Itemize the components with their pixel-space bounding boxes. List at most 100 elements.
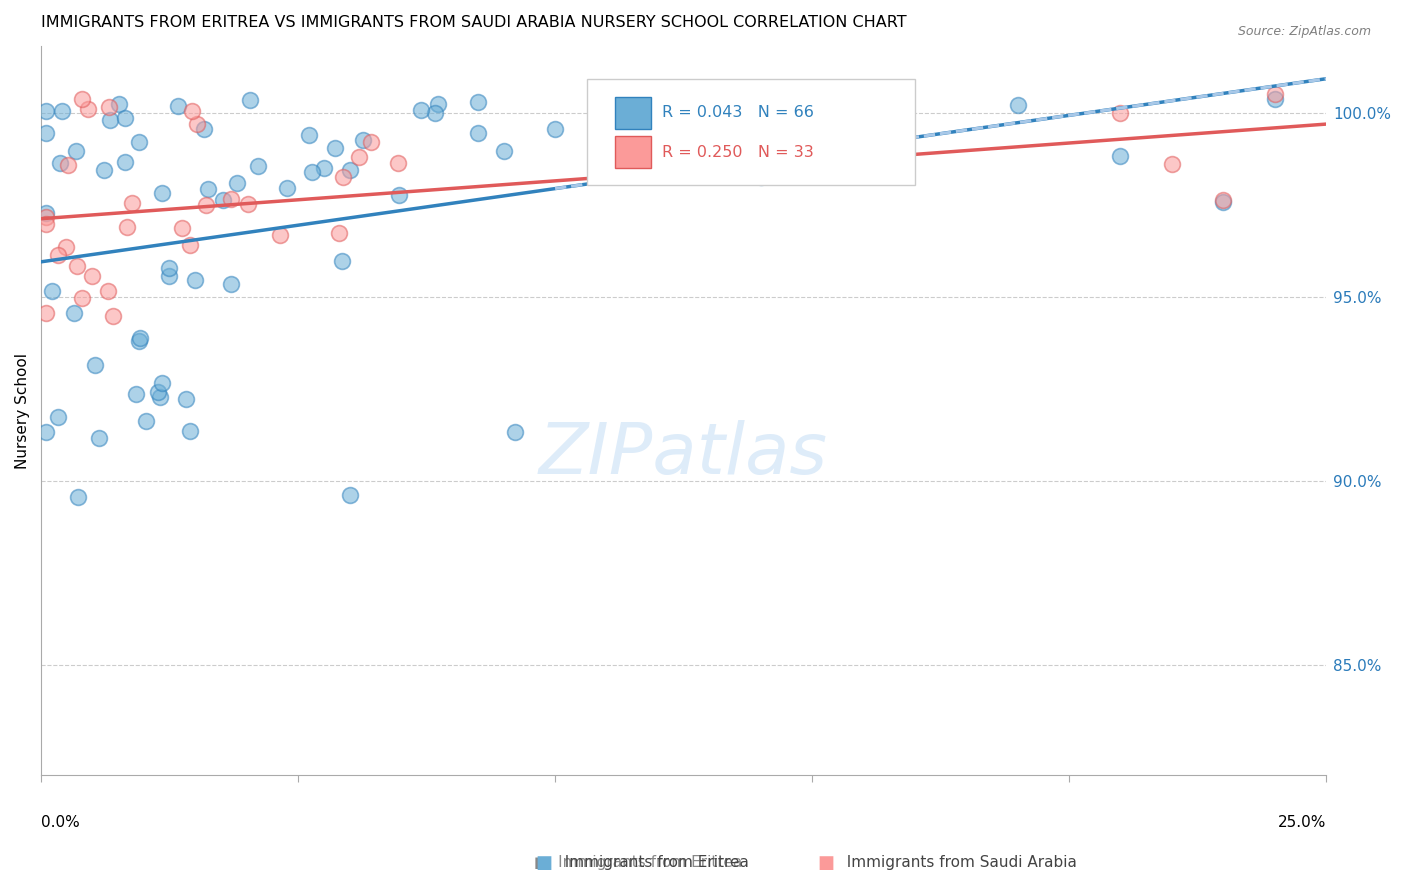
Point [298, 128, 321, 143]
Point [35, 306, 58, 320]
Point [1160, 157, 1182, 171]
Point [35, 126, 58, 140]
Point [339, 162, 361, 177]
Point [211, 193, 233, 207]
Point [301, 165, 323, 179]
Y-axis label: Nursery School: Nursery School [15, 353, 30, 469]
Point [55, 240, 77, 254]
Point [107, 97, 129, 112]
Point [360, 135, 382, 149]
Point [323, 141, 346, 155]
Point [1109, 105, 1132, 120]
Point [183, 273, 205, 287]
Point [157, 261, 180, 276]
Text: 25.0%: 25.0% [1278, 815, 1326, 830]
Point [179, 238, 201, 252]
Point [236, 197, 259, 211]
Text: Source: ZipAtlas.com: Source: ZipAtlas.com [1237, 25, 1371, 38]
Point [97, 100, 120, 114]
Point [467, 95, 489, 110]
Text: IMMIGRANTS FROM ERITREA VS IMMIGRANTS FROM SAUDI ARABIA NURSERY SCHOOL CORRELATI: IMMIGRANTS FROM ERITREA VS IMMIGRANTS FR… [41, 15, 907, 30]
Point [1264, 92, 1286, 106]
Point [427, 97, 450, 112]
Point [93, 163, 115, 178]
Point [150, 186, 173, 200]
Point [503, 425, 526, 439]
Point [121, 195, 143, 210]
Point [1109, 149, 1132, 163]
Point [66, 490, 89, 504]
Point [1212, 195, 1234, 210]
Point [425, 106, 447, 120]
Point [72, 292, 94, 306]
Point [544, 122, 567, 136]
Point [1212, 193, 1234, 207]
Text: R = 0.250   N = 33: R = 0.250 N = 33 [662, 145, 814, 160]
Point [246, 159, 269, 173]
Text: Immigrants from Saudi Arabia: Immigrants from Saudi Arabia [837, 855, 1077, 870]
Point [66, 259, 89, 273]
Point [80, 269, 103, 284]
Point [149, 390, 172, 404]
Text: ZIPatlas: ZIPatlas [538, 420, 828, 489]
Bar [616, 136, 651, 168]
Point [174, 392, 197, 406]
Point [170, 220, 193, 235]
Bar [616, 96, 651, 128]
Text: 0.0%: 0.0% [41, 815, 80, 830]
Text: ■: ■ [817, 854, 834, 871]
Point [128, 135, 150, 149]
Point [35, 217, 58, 231]
Text: ■: ■ [536, 854, 553, 871]
Point [128, 334, 150, 349]
Point [239, 93, 262, 107]
Text: ■  Immigrants from Eritrea: ■ Immigrants from Eritrea [534, 855, 742, 870]
Point [193, 121, 215, 136]
Point [221, 277, 243, 291]
Point [276, 181, 298, 195]
Point [35, 206, 58, 220]
Point [387, 156, 409, 170]
Point [35, 210, 58, 224]
Point [179, 424, 201, 438]
Point [150, 376, 173, 390]
Point [467, 126, 489, 140]
Point [647, 126, 669, 140]
Point [352, 133, 374, 147]
Point [1007, 98, 1029, 112]
Point [35, 425, 58, 440]
Point [492, 144, 515, 158]
Point [35, 103, 58, 118]
Point [1264, 87, 1286, 102]
Point [349, 150, 371, 164]
Point [181, 104, 204, 119]
Point [269, 227, 291, 242]
Point [101, 309, 124, 323]
Text: Immigrants from Eritrea: Immigrants from Eritrea [555, 855, 749, 870]
Point [48, 410, 70, 425]
Point [76, 102, 98, 116]
Point [197, 182, 219, 196]
Point [595, 141, 617, 155]
Point [115, 219, 138, 234]
Point [97, 284, 120, 298]
Point [129, 330, 152, 344]
Point [83, 359, 105, 373]
Point [135, 414, 157, 428]
Point [332, 170, 354, 185]
Point [167, 98, 190, 112]
Point [328, 226, 350, 240]
Point [41, 284, 63, 298]
Point [98, 112, 121, 127]
Point [697, 119, 720, 133]
Point [65, 144, 87, 158]
Point [157, 268, 180, 283]
Point [63, 306, 86, 320]
Text: R = 0.043   N = 66: R = 0.043 N = 66 [662, 105, 814, 120]
Point [114, 112, 136, 126]
Point [125, 386, 148, 401]
Point [89, 431, 111, 445]
Point [56, 158, 79, 172]
Point [46, 248, 69, 262]
Point [221, 192, 243, 206]
